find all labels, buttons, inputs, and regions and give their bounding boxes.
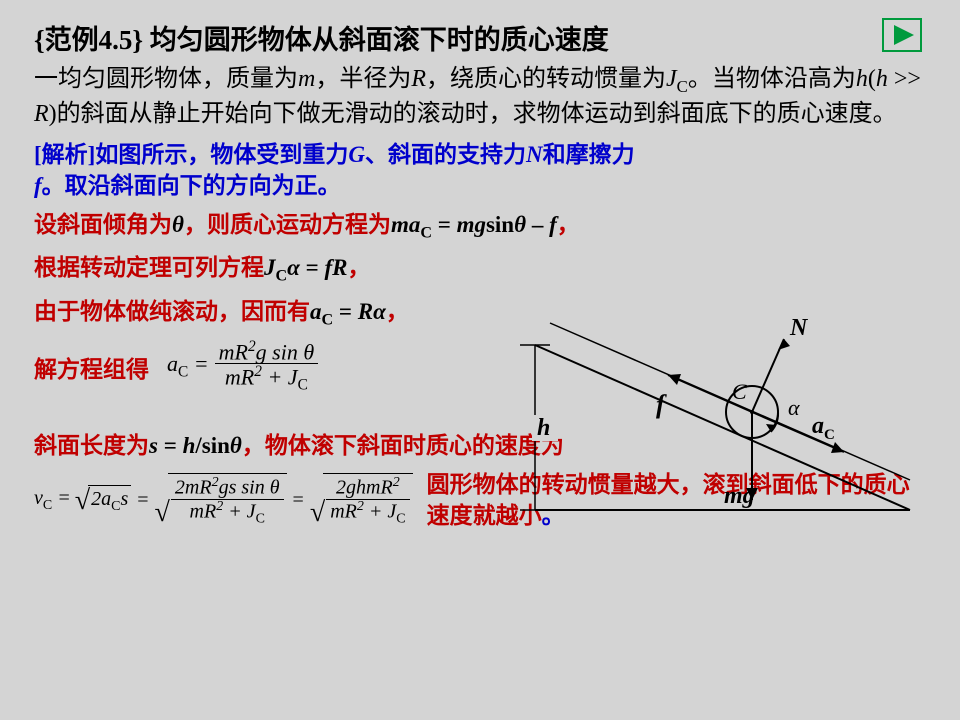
svg-text:f: f [656, 390, 667, 419]
equation-of-motion-line: 设斜面倾角为θ，则质心运动方程为maC = mgsinθ – f， [34, 207, 926, 246]
svg-text:aC: aC [812, 413, 835, 443]
ac-lhs: aC = [167, 351, 209, 381]
problem-statement: 一均匀圆形物体，质量为m，半径为R，绕质心的转动惯量为JC。当物体沿高为h(h … [34, 63, 926, 131]
incline-diagram: N C α f aC h h mg [490, 295, 920, 530]
svg-text:h: h [537, 415, 550, 441]
analysis-text: [解析]如图所示，物体受到重力G、斜面的支持力N和摩擦力f。取沿斜面向下的方向为… [34, 139, 654, 201]
next-slide-button[interactable] [882, 18, 922, 57]
vc-formula: vC = 2aCs = 2mR2gs sin θ mR2 + JC = 2ghm… [34, 473, 413, 527]
rolling-condition-line: 由于物体做纯滚动，因而有aC = Rα， [34, 294, 564, 333]
svg-text:C: C [732, 379, 747, 404]
page-title: {范例4.5} 均匀圆形物体从斜面滚下时的质心速度 [34, 18, 609, 57]
solve-label: 解方程组得 [34, 350, 149, 384]
svg-text:mg: mg [724, 483, 755, 509]
torque-equation-line: 根据转动定理可列方程JCα = fR， [34, 250, 564, 289]
svg-text:α: α [788, 395, 800, 420]
ac-fraction: mR2g sin θ mR2 + JC [215, 339, 319, 394]
svg-text:N: N [789, 315, 809, 341]
